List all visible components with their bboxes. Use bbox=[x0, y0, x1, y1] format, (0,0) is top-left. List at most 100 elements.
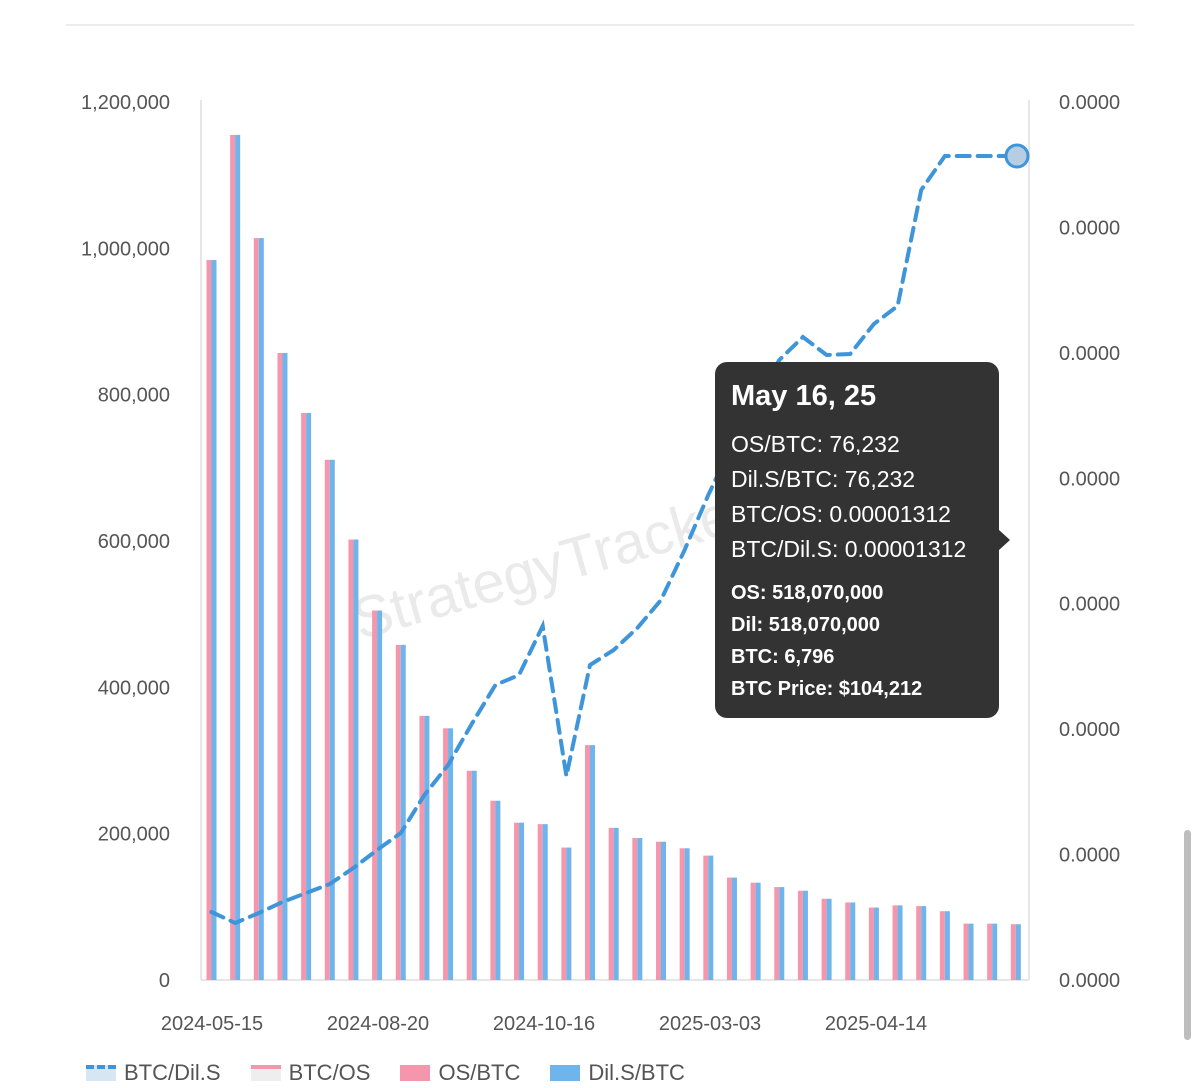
tooltip-dil: Dil: 518,070,000 bbox=[731, 614, 880, 636]
legend-label-btc-os: BTC/OS bbox=[288, 1060, 371, 1085]
bar-os-btc[interactable] bbox=[395, 644, 401, 980]
bar-dil-btc[interactable] bbox=[542, 824, 548, 980]
bar-os-btc[interactable] bbox=[301, 412, 307, 980]
legend-item-dil-btc[interactable]: Dil.S/BTC bbox=[550, 1058, 685, 1088]
bar-os-btc[interactable] bbox=[750, 882, 756, 980]
bar-dil-btc[interactable] bbox=[637, 838, 643, 980]
bar-os-btc[interactable] bbox=[892, 905, 898, 980]
bar-dil-btc[interactable] bbox=[992, 923, 998, 980]
bar-dil-btc[interactable] bbox=[448, 728, 454, 980]
x-ticks: 2024-05-15 2024-08-20 2024-10-16 2025-03-03… bbox=[161, 1013, 927, 1035]
bar-os-btc[interactable] bbox=[324, 459, 330, 980]
bar-os-btc[interactable] bbox=[585, 745, 591, 980]
y-right-tick-label: 0.0000 bbox=[1059, 594, 1120, 616]
bar-dil-btc[interactable] bbox=[211, 260, 217, 980]
bar-os-btc[interactable] bbox=[490, 800, 496, 980]
y-left-tick-label: 1,200,000 bbox=[81, 92, 170, 114]
legend-item-btc-dil[interactable]: BTC/Dil.S bbox=[86, 1058, 221, 1088]
bar-os-btc[interactable] bbox=[963, 923, 969, 980]
bar-os-btc[interactable] bbox=[703, 855, 709, 980]
tooltip-btc-price: BTC Price: $104,212 bbox=[731, 678, 923, 700]
bar-os-btc[interactable] bbox=[868, 907, 874, 980]
bar-dil-btc[interactable] bbox=[708, 855, 714, 980]
bar-dil-btc[interactable] bbox=[519, 822, 525, 980]
bar-os-btc[interactable] bbox=[419, 715, 425, 980]
btc-ratio-line bbox=[209, 154, 1018, 926]
bar-os-btc[interactable] bbox=[608, 827, 614, 980]
x-tick-label: 2024-08-20 bbox=[327, 1013, 429, 1035]
bar-os-btc[interactable] bbox=[774, 887, 780, 980]
bar-dil-btc[interactable] bbox=[684, 848, 690, 980]
bar-dil-btc[interactable] bbox=[1015, 924, 1021, 980]
tooltip-btc-dil: BTC/Dil.S: 0.00001312 bbox=[731, 536, 967, 562]
bar-dil-btc[interactable] bbox=[968, 923, 974, 980]
bar-os-btc[interactable] bbox=[845, 902, 851, 980]
bar-os-btc[interactable] bbox=[206, 260, 212, 980]
bar-os-btc[interactable] bbox=[230, 134, 236, 981]
bar-dil-btc[interactable] bbox=[660, 841, 666, 980]
legend-swatch-btc-os bbox=[250, 1065, 281, 1081]
bar-os-btc[interactable] bbox=[821, 898, 827, 980]
y-right-tick-label: 0.0000 bbox=[1059, 845, 1120, 867]
bar-os-btc[interactable] bbox=[655, 841, 661, 980]
bar-os-btc[interactable] bbox=[916, 906, 922, 980]
bar-dil-btc[interactable] bbox=[235, 134, 241, 981]
bar-os-btc[interactable] bbox=[443, 728, 449, 980]
x-tick-label: 2025-04-14 bbox=[825, 1013, 927, 1035]
bar-os-btc[interactable] bbox=[514, 822, 520, 980]
bar-os-btc[interactable] bbox=[939, 911, 945, 980]
bar-dil-btc[interactable] bbox=[779, 887, 785, 980]
legend-item-os-btc[interactable]: OS/BTC bbox=[400, 1058, 520, 1088]
bar-dil-btc[interactable] bbox=[921, 906, 927, 980]
bar-dil-btc[interactable] bbox=[897, 905, 903, 980]
x-tick-label: 2025-03-03 bbox=[659, 1013, 761, 1035]
bar-dil-btc[interactable] bbox=[731, 877, 737, 980]
bar-os-btc[interactable] bbox=[561, 847, 567, 980]
bar-dil-btc[interactable] bbox=[802, 890, 808, 980]
bar-dil-btc[interactable] bbox=[850, 902, 856, 980]
bar-dil-btc[interactable] bbox=[424, 715, 430, 980]
bar-dil-btc[interactable] bbox=[353, 539, 359, 980]
tooltip-btc: BTC: 6,796 bbox=[731, 646, 835, 668]
hover-point[interactable] bbox=[1004, 143, 1030, 169]
bar-os-btc[interactable] bbox=[466, 770, 472, 980]
legend-label-os-btc: OS/BTC bbox=[438, 1060, 521, 1085]
bar-os-btc[interactable] bbox=[797, 890, 803, 980]
bar-dil-btc[interactable] bbox=[590, 745, 596, 980]
y-right-ticks: 0.0000 0.0000 0.0000 0.0000 0.0000 0.0000 0.00… bbox=[1059, 92, 1120, 992]
bar-os-btc[interactable] bbox=[679, 848, 685, 980]
bar-os-btc[interactable] bbox=[987, 923, 993, 980]
bar-dil-btc[interactable] bbox=[873, 907, 879, 980]
y-right-tick-label: 0.0000 bbox=[1059, 343, 1120, 365]
bar-os-btc[interactable] bbox=[632, 838, 638, 980]
bar-dil-btc[interactable] bbox=[329, 459, 335, 980]
y-right-tick-label: 0.0000 bbox=[1059, 970, 1120, 992]
bar-dil-btc[interactable] bbox=[566, 847, 572, 980]
y-left-tick-label: 600,000 bbox=[98, 531, 170, 553]
bar-os-btc[interactable] bbox=[253, 238, 259, 981]
bar-os-btc[interactable] bbox=[372, 610, 378, 980]
bar-dil-btc[interactable] bbox=[400, 644, 406, 980]
y-left-ticks: 0 200,000 400,000 600,000 800,000 1,000,000 1,… bbox=[81, 92, 170, 992]
bar-dil-btc[interactable] bbox=[826, 898, 832, 980]
bar-os-btc[interactable] bbox=[1010, 924, 1016, 980]
bar-dil-btc[interactable] bbox=[377, 610, 383, 980]
x-tick-label: 2024-05-15 bbox=[161, 1013, 263, 1035]
bar-dil-btc[interactable] bbox=[258, 238, 264, 981]
bar-dil-btc[interactable] bbox=[471, 770, 477, 980]
bar-dil-btc[interactable] bbox=[306, 412, 312, 980]
y-left-tick-label: 1,000,000 bbox=[81, 238, 170, 260]
page-scrollbar[interactable] bbox=[1184, 830, 1191, 1040]
bar-os-btc[interactable] bbox=[537, 824, 543, 980]
bar-dil-btc[interactable] bbox=[282, 352, 288, 980]
tooltip-os: OS: 518,070,000 bbox=[731, 582, 884, 604]
tooltip: May 16, 25 OS/BTC: 76,232 Dil.S/BTC: 76,… bbox=[715, 362, 1010, 718]
bar-os-btc[interactable] bbox=[726, 877, 732, 980]
bar-os-btc[interactable] bbox=[277, 352, 283, 980]
bar-dil-btc[interactable] bbox=[495, 800, 501, 980]
bar-os-btc[interactable] bbox=[348, 539, 354, 980]
bar-dil-btc[interactable] bbox=[944, 911, 950, 980]
bar-dil-btc[interactable] bbox=[755, 882, 761, 980]
legend-item-btc-os[interactable]: BTC/OS bbox=[250, 1058, 371, 1088]
bar-dil-btc[interactable] bbox=[613, 827, 619, 980]
